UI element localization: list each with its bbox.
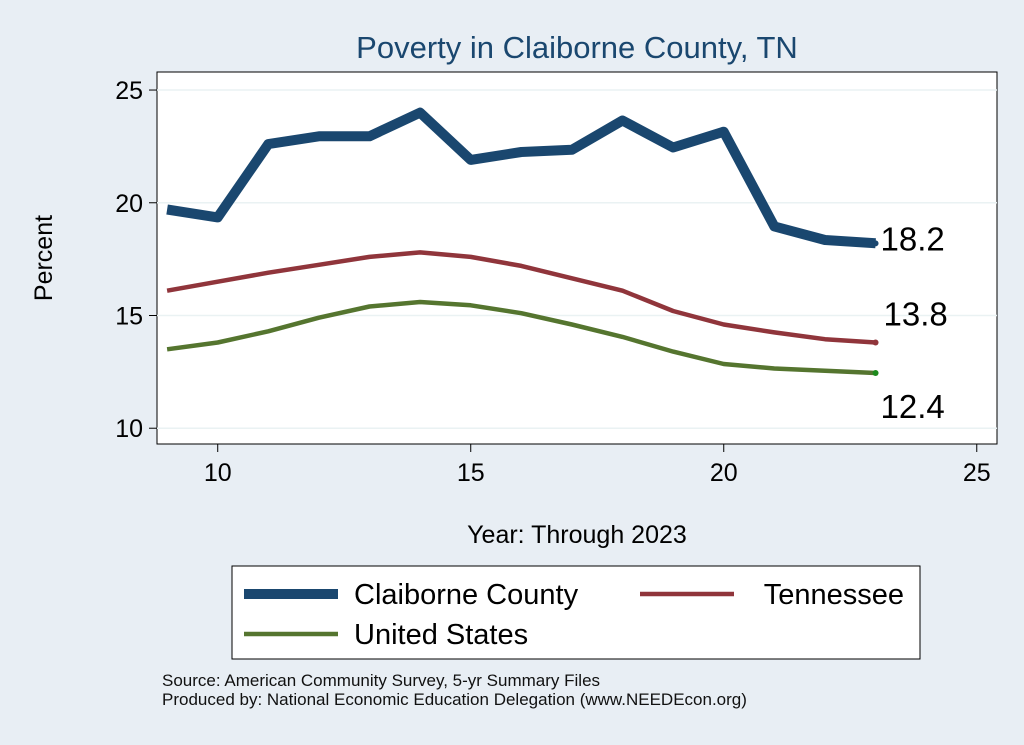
data-label: 18.2	[881, 220, 945, 257]
produced-by-text: Produced by: National Economic Education…	[162, 690, 747, 709]
series-line-claiborne-county	[166, 107, 876, 249]
end-labels: 18.2 13.8 12.4	[881, 220, 948, 425]
legend-box	[231, 565, 921, 660]
x-tick-label: 25	[963, 459, 991, 487]
legend-label: United States	[354, 619, 528, 651]
legend: Claiborne County Tennessee United States	[231, 565, 921, 660]
x-tick-label: 20	[710, 459, 738, 487]
series-end-point	[872, 240, 879, 247]
legend-label: Claiborne County	[354, 579, 579, 611]
y-tick-label: 15	[115, 302, 143, 330]
source-notes: Source: American Community Survey, 5-yr …	[162, 671, 747, 709]
y-axis-title: Percent	[30, 215, 58, 301]
series-lines	[166, 107, 879, 376]
source-text: Source: American Community Survey, 5-yr …	[162, 671, 601, 690]
y-tick-label: 10	[115, 415, 143, 443]
plot-area	[156, 71, 998, 445]
series-end-point	[872, 339, 879, 346]
data-label: 12.4	[881, 388, 945, 425]
data-label: 13.8	[884, 296, 948, 333]
y-tick-label: 25	[115, 77, 143, 105]
series-line-tennessee	[166, 250, 876, 345]
x-axis-title: Year: Through 2023	[467, 521, 687, 549]
y-tick-label: 20	[115, 190, 143, 218]
series-line-united-states	[166, 299, 876, 376]
grid-lines	[157, 89, 997, 429]
chart-title: Poverty in Claiborne County, TN	[356, 30, 798, 65]
x-tick-label: 15	[457, 459, 485, 487]
axes: 10 15 20 25 10 15 20 25	[115, 77, 990, 487]
legend-label: Tennessee	[764, 579, 904, 611]
x-tick-label: 10	[204, 459, 232, 487]
series-end-point	[872, 369, 879, 376]
